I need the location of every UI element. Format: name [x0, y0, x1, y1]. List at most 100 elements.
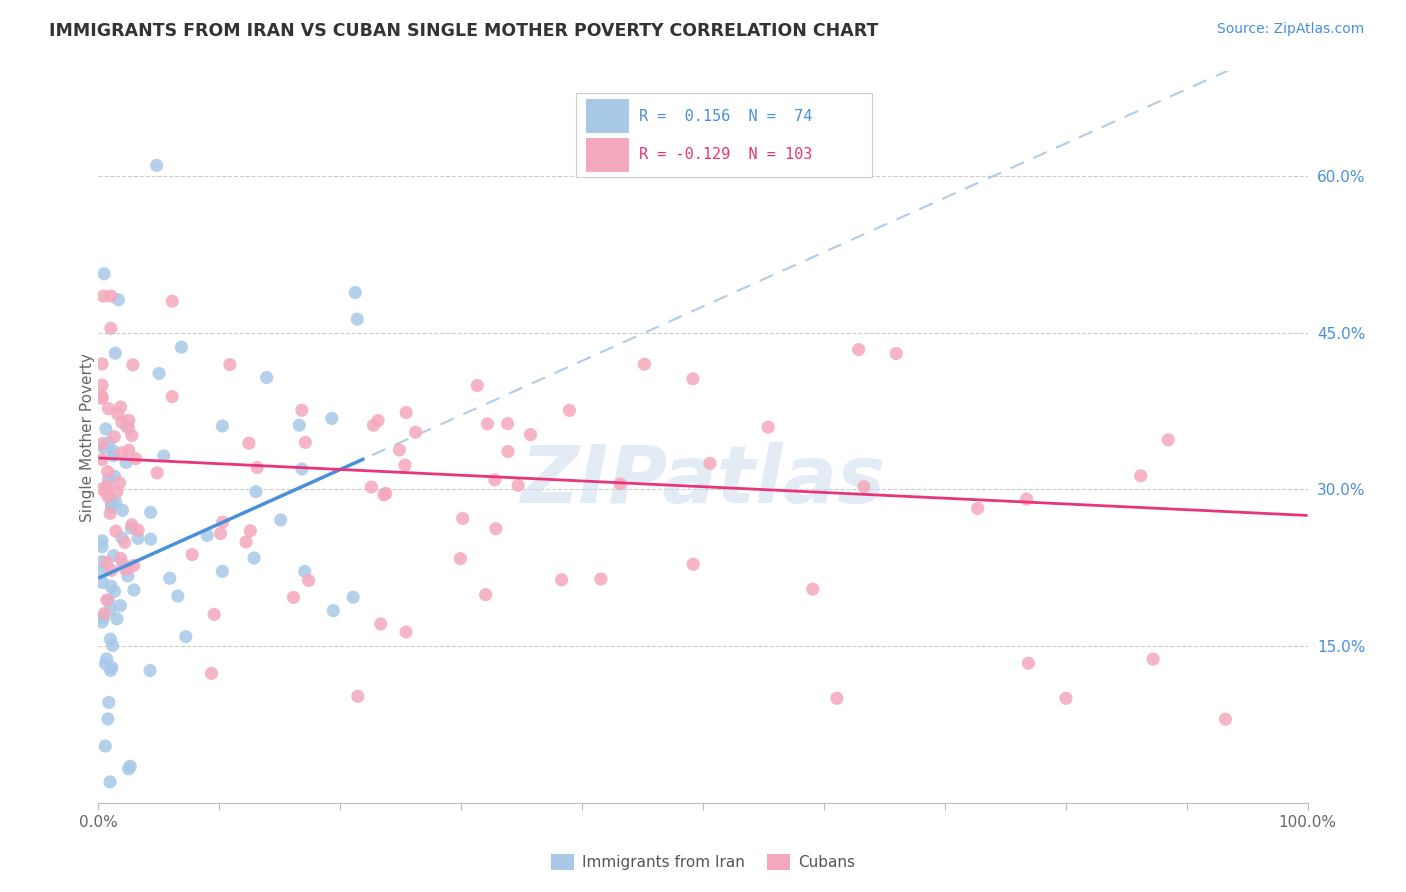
Point [1015, 492, 1038, 507]
Point [107, 293, 129, 307]
Point [238, 436, 260, 450]
Point [682, 372, 704, 386]
Point [294, 565, 316, 579]
Point [159, 571, 181, 585]
Point [346, 312, 368, 326]
Point [801, 582, 824, 597]
Text: ZIPatlas: ZIPatlas [520, 442, 886, 520]
Point [699, 456, 721, 470]
Point [101, 498, 124, 512]
Point [91, 452, 114, 467]
Point [100, 321, 122, 335]
Point [120, 521, 142, 535]
Point [115, 455, 138, 469]
Point [322, 604, 344, 618]
Point [550, 573, 572, 587]
Point [477, 417, 499, 431]
Point [114, 535, 136, 549]
Point [146, 466, 169, 480]
Point [104, 346, 127, 360]
Point [117, 421, 139, 435]
Point [91, 540, 114, 554]
Point [388, 442, 411, 457]
Text: R = -0.129  N = 103: R = -0.129 N = 103 [638, 147, 813, 162]
Point [91, 565, 114, 579]
Point [1129, 468, 1152, 483]
Point [139, 505, 162, 519]
Point [291, 462, 314, 476]
Point [104, 495, 127, 509]
Point [202, 607, 225, 622]
Point [148, 367, 170, 381]
Point [103, 549, 125, 563]
Point [373, 488, 395, 502]
Point [103, 449, 125, 463]
Point [288, 418, 311, 433]
Point [852, 480, 875, 494]
Point [405, 425, 427, 439]
Point [97, 465, 120, 479]
Point [124, 451, 146, 466]
Point [118, 413, 141, 427]
Point [395, 405, 418, 419]
Point [110, 551, 132, 566]
Point [239, 524, 262, 538]
Point [96, 556, 118, 570]
Point [100, 289, 122, 303]
Point [105, 485, 128, 500]
FancyBboxPatch shape [576, 94, 872, 178]
Point [139, 664, 162, 678]
Point [100, 664, 122, 678]
Point [291, 403, 314, 417]
Point [1215, 712, 1237, 726]
Point [91, 575, 114, 590]
Point [93, 610, 115, 624]
Point [118, 443, 141, 458]
Point [91, 392, 114, 406]
Point [211, 515, 233, 529]
Point [117, 762, 139, 776]
Point [195, 528, 218, 542]
Point [1157, 433, 1180, 447]
Point [93, 267, 115, 281]
Point [91, 378, 114, 392]
Point [108, 475, 131, 490]
Point [121, 428, 143, 442]
FancyBboxPatch shape [586, 99, 630, 133]
Point [96, 479, 118, 493]
Point [508, 478, 530, 492]
Point [101, 639, 124, 653]
Point [94, 657, 117, 671]
Point [166, 589, 188, 603]
Point [94, 739, 117, 753]
Point [256, 370, 278, 384]
Point [93, 440, 115, 454]
Point [97, 435, 120, 450]
Point [98, 507, 121, 521]
Point [496, 444, 519, 458]
Point [111, 415, 134, 429]
Point [1017, 657, 1039, 671]
Point [122, 558, 145, 573]
Point [496, 417, 519, 431]
Point [474, 588, 496, 602]
Point [298, 574, 321, 588]
Point [363, 418, 385, 433]
Y-axis label: Single Mother Poverty: Single Mother Poverty [80, 352, 94, 522]
Point [245, 484, 267, 499]
Point [100, 500, 122, 514]
Point [93, 289, 115, 303]
Point [91, 482, 114, 496]
Point [94, 422, 117, 436]
Point [91, 533, 114, 548]
Point [1054, 691, 1077, 706]
Point [145, 158, 167, 172]
Text: R =  0.156  N =  74: R = 0.156 N = 74 [638, 109, 813, 123]
Point [111, 446, 134, 460]
Point [91, 389, 114, 403]
Point [374, 486, 396, 500]
Point [294, 435, 316, 450]
Point [589, 572, 612, 586]
Point [465, 378, 488, 392]
Point [558, 403, 581, 417]
